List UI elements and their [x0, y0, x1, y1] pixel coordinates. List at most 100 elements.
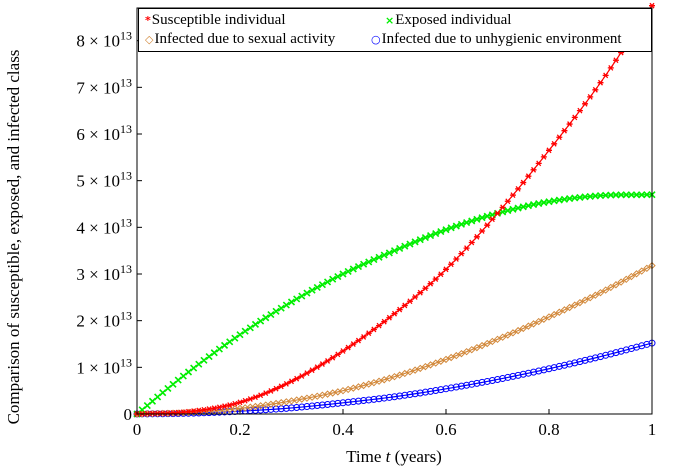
data-point	[344, 267, 352, 276]
data-point	[396, 244, 404, 253]
data-point	[365, 330, 372, 337]
data-point	[468, 239, 475, 246]
data-point	[551, 140, 558, 147]
data-point	[607, 283, 615, 292]
data-point	[262, 406, 270, 414]
data-point	[582, 100, 589, 107]
data-point	[617, 347, 625, 355]
data-point	[447, 384, 455, 392]
data-point	[391, 310, 398, 317]
data-point	[396, 306, 403, 313]
data-point	[334, 399, 342, 407]
data-point	[540, 366, 548, 374]
y-tick-label: 0	[124, 405, 133, 424]
data-point	[571, 114, 578, 121]
data-point	[267, 310, 275, 319]
series-line	[136, 194, 653, 415]
data-point	[617, 278, 625, 286]
data-point	[478, 378, 486, 386]
data-point	[323, 278, 332, 286]
data-point	[442, 385, 450, 393]
data-point	[452, 351, 461, 360]
y-tick-label: 1 × 1013	[76, 355, 132, 377]
data-point	[524, 322, 533, 330]
data-point	[375, 253, 383, 261]
legend-label: Exposed individual	[395, 12, 512, 28]
data-point	[406, 368, 414, 376]
data-point	[396, 392, 404, 400]
data-point	[535, 200, 543, 208]
data-point	[406, 240, 414, 248]
data-point	[267, 388, 274, 394]
data-point	[540, 199, 548, 207]
data-point	[416, 236, 424, 244]
data-point	[463, 381, 471, 389]
data-point	[303, 403, 311, 411]
data-point	[555, 308, 564, 316]
data-point	[509, 192, 516, 199]
data-point	[416, 389, 424, 397]
data-point	[401, 391, 409, 399]
data-point	[385, 249, 393, 257]
data-point	[247, 396, 254, 402]
data-point	[462, 347, 471, 356]
data-point	[412, 294, 419, 300]
data-point	[298, 373, 305, 379]
data-point	[179, 372, 187, 380]
data-point	[483, 339, 491, 348]
y-tick-label: 5 × 1013	[76, 169, 132, 191]
data-point	[381, 318, 388, 325]
data-point	[478, 214, 486, 222]
data-point	[344, 398, 352, 406]
data-point	[339, 270, 347, 278]
data-point	[494, 375, 501, 383]
data-point	[596, 288, 605, 297]
data-point	[349, 398, 357, 406]
data-point	[345, 344, 352, 351]
data-point	[494, 210, 501, 217]
data-point	[200, 406, 207, 413]
data-point	[246, 324, 254, 332]
data-point	[550, 310, 558, 319]
data-point	[329, 354, 336, 361]
y-tick-label: 3 × 1013	[76, 262, 132, 284]
data-point	[560, 306, 569, 314]
data-point	[210, 349, 218, 357]
data-point	[509, 205, 517, 213]
data-point	[390, 372, 399, 381]
data-point	[431, 359, 440, 367]
data-point	[190, 408, 197, 414]
data-point	[184, 368, 193, 376]
data-point	[468, 217, 476, 225]
data-point	[560, 361, 568, 369]
data-point	[318, 401, 326, 409]
data-point	[340, 348, 346, 354]
data-point	[380, 251, 388, 259]
data-point	[576, 107, 583, 114]
x-tick-label: 0	[133, 420, 142, 439]
data-point	[632, 191, 641, 199]
data-point	[530, 368, 538, 376]
data-point	[164, 410, 171, 417]
data-point	[499, 204, 506, 211]
y-tick-label: 8 × 1013	[76, 29, 132, 51]
data-point	[566, 360, 574, 368]
data-point	[334, 351, 341, 358]
y-tick-label: 6 × 1013	[76, 122, 132, 144]
data-point	[597, 353, 604, 361]
data-point	[252, 394, 259, 401]
data-point	[448, 261, 455, 268]
data-point	[308, 286, 316, 294]
data-point	[473, 233, 480, 240]
data-point	[637, 267, 646, 275]
data-point	[195, 360, 203, 368]
data-point	[571, 301, 579, 309]
data-point	[612, 281, 620, 289]
data-point	[277, 304, 285, 312]
data-point	[334, 273, 342, 281]
data-point	[416, 364, 424, 373]
data-point	[478, 341, 486, 350]
data-point	[632, 270, 641, 278]
data-point	[597, 79, 604, 86]
data-point	[587, 93, 594, 100]
